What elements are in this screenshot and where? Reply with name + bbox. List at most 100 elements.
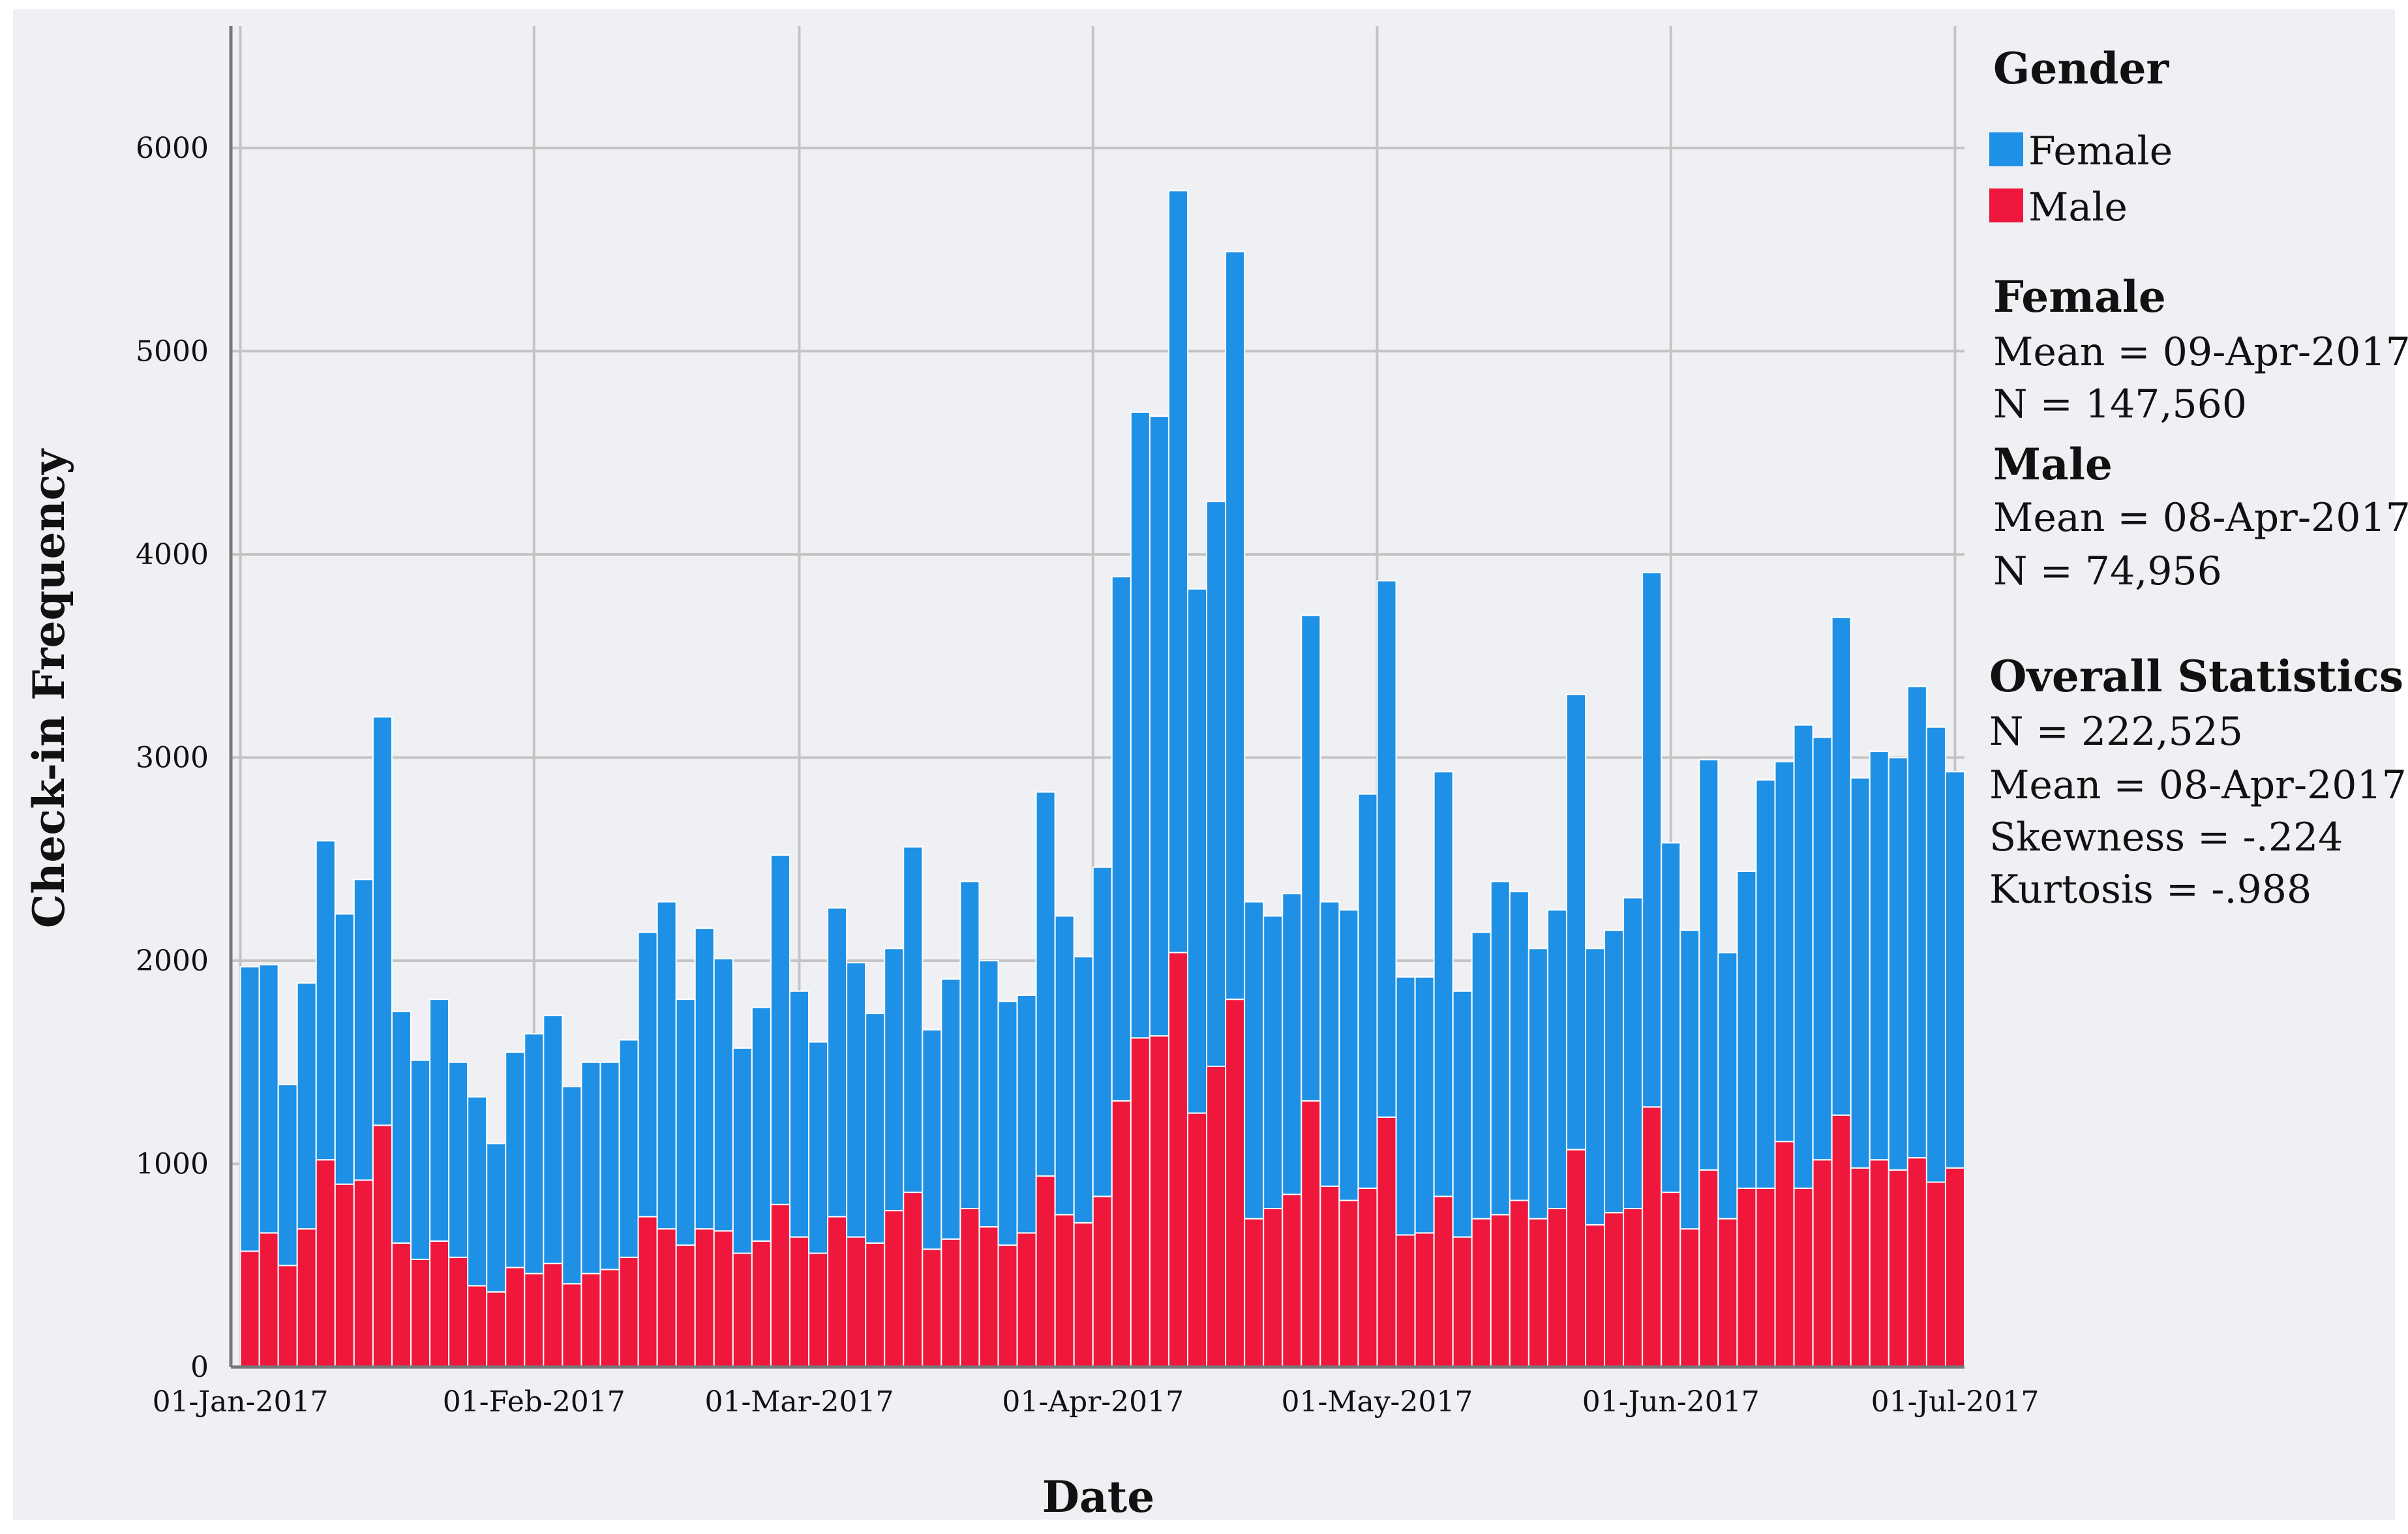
bar-male <box>505 1267 526 1368</box>
bar-male <box>1149 1035 1169 1368</box>
bar-male <box>1812 1159 1833 1368</box>
male-n: N = 74,956 <box>1993 549 2222 594</box>
bar-male <box>694 1228 715 1368</box>
y-tick-label: 5000 <box>136 335 209 368</box>
bar-male <box>1623 1208 1644 1368</box>
bar-female <box>1167 190 1188 954</box>
y-tick-label: 2000 <box>136 944 209 978</box>
bar-male <box>922 1248 942 1368</box>
bar-male <box>1509 1199 1529 1368</box>
bar-female <box>1623 897 1644 1210</box>
bar-female <box>1244 901 1265 1220</box>
bar-female <box>1471 931 1492 1220</box>
female-mean: Mean = 09-Apr-2017 <box>1993 329 2408 375</box>
x-tick-label: 01-Feb-2017 <box>443 1385 625 1419</box>
overall-stats-title: Overall Statistics <box>1989 651 2403 702</box>
bar-female <box>1149 415 1169 1037</box>
bar-female <box>486 1143 507 1293</box>
bar-male <box>1850 1167 1871 1368</box>
bar-male <box>258 1232 279 1368</box>
bar-female <box>637 931 658 1218</box>
bar-male <box>732 1252 753 1368</box>
bar-female <box>372 716 393 1126</box>
bar-male <box>789 1236 809 1368</box>
stats-panel: Female Mean = 09-Apr-2017 N = 147,560 Ma… <box>1989 271 2408 912</box>
bar-female <box>1869 751 1889 1161</box>
bar-male <box>353 1179 374 1368</box>
bar-male <box>1546 1208 1567 1368</box>
x-axis-title: Date <box>1042 1471 1154 1522</box>
bar-female <box>1130 411 1151 1039</box>
bar-female <box>1490 880 1511 1216</box>
bar-male <box>1944 1167 1966 1368</box>
bar-female <box>1755 779 1776 1189</box>
y-tick-label: 1000 <box>136 1147 209 1181</box>
bar-male <box>941 1238 961 1368</box>
x-tick-labels: 01-Jan-2017 01-Feb-2017 01-Mar-2017 01-Apr-… <box>153 1385 2039 1419</box>
bar-female <box>1301 614 1321 1102</box>
bar-male <box>1604 1212 1625 1368</box>
y-axis-title: Check-in Frequency <box>23 448 74 928</box>
bar-male <box>1642 1106 1663 1368</box>
bar-male <box>1357 1187 1378 1368</box>
bar-female <box>1452 990 1473 1238</box>
bar-female <box>1774 760 1795 1143</box>
bar-female <box>1717 952 1738 1220</box>
bar-female <box>1793 724 1814 1189</box>
bar-male <box>827 1216 848 1368</box>
bar-female <box>1546 909 1567 1210</box>
bar-female <box>1528 948 1548 1220</box>
bar-male <box>846 1236 867 1368</box>
bar-male <box>1319 1185 1340 1368</box>
bar-male <box>1338 1199 1359 1368</box>
y-tick-label: 4000 <box>136 538 209 571</box>
bar-female <box>1509 891 1529 1201</box>
bar-male <box>1717 1218 1738 1368</box>
bar-female <box>1338 909 1359 1201</box>
bar-male <box>372 1124 393 1368</box>
axes <box>229 26 1964 1369</box>
y-tick-label: 3000 <box>136 741 209 774</box>
bar-male <box>1736 1187 1757 1368</box>
x-tick-label: 01-Jun-2017 <box>1582 1385 1760 1419</box>
bar-female <box>978 959 999 1228</box>
bar-female <box>1073 955 1094 1224</box>
bar-male <box>1679 1228 1700 1368</box>
bar-male <box>486 1291 507 1368</box>
bar-male <box>1831 1114 1852 1368</box>
bar-male <box>410 1258 431 1368</box>
bar-male <box>1585 1224 1606 1368</box>
bar-male <box>1301 1100 1321 1368</box>
bar-female <box>448 1061 469 1258</box>
x-tick-label: 01-Jan-2017 <box>153 1385 329 1419</box>
bar-male <box>1263 1208 1284 1368</box>
legend: Gender Female Male <box>1989 43 2173 230</box>
bar-female <box>884 948 905 1212</box>
bar-female <box>941 978 961 1240</box>
overall-kurtosis: Kurtosis = -.988 <box>1989 867 2311 912</box>
overall-n: N = 222,525 <box>1989 709 2243 755</box>
bar-female <box>997 1000 1018 1246</box>
bar-male <box>1111 1100 1132 1368</box>
bar-female <box>1225 250 1246 1000</box>
bar-female <box>1565 693 1587 1150</box>
bar-female <box>732 1047 753 1254</box>
bar-male <box>1414 1232 1435 1368</box>
bar-female <box>353 879 374 1181</box>
bar-female <box>827 907 848 1218</box>
bar-male <box>1130 1037 1151 1368</box>
bar-male <box>903 1192 924 1368</box>
bar-female <box>675 999 696 1246</box>
bar-female <box>1357 793 1378 1189</box>
bar-male <box>1490 1214 1511 1368</box>
bar-male <box>524 1272 545 1368</box>
bar-female <box>1016 994 1037 1234</box>
bar-male <box>808 1252 829 1368</box>
bar-male <box>997 1244 1018 1368</box>
bar-female <box>1054 915 1075 1216</box>
bar-male <box>1206 1065 1227 1368</box>
bar-female <box>391 1010 412 1244</box>
female-stats-title: Female <box>1993 271 2166 322</box>
bar-female <box>1850 777 1871 1169</box>
bar-male <box>1661 1192 1681 1368</box>
